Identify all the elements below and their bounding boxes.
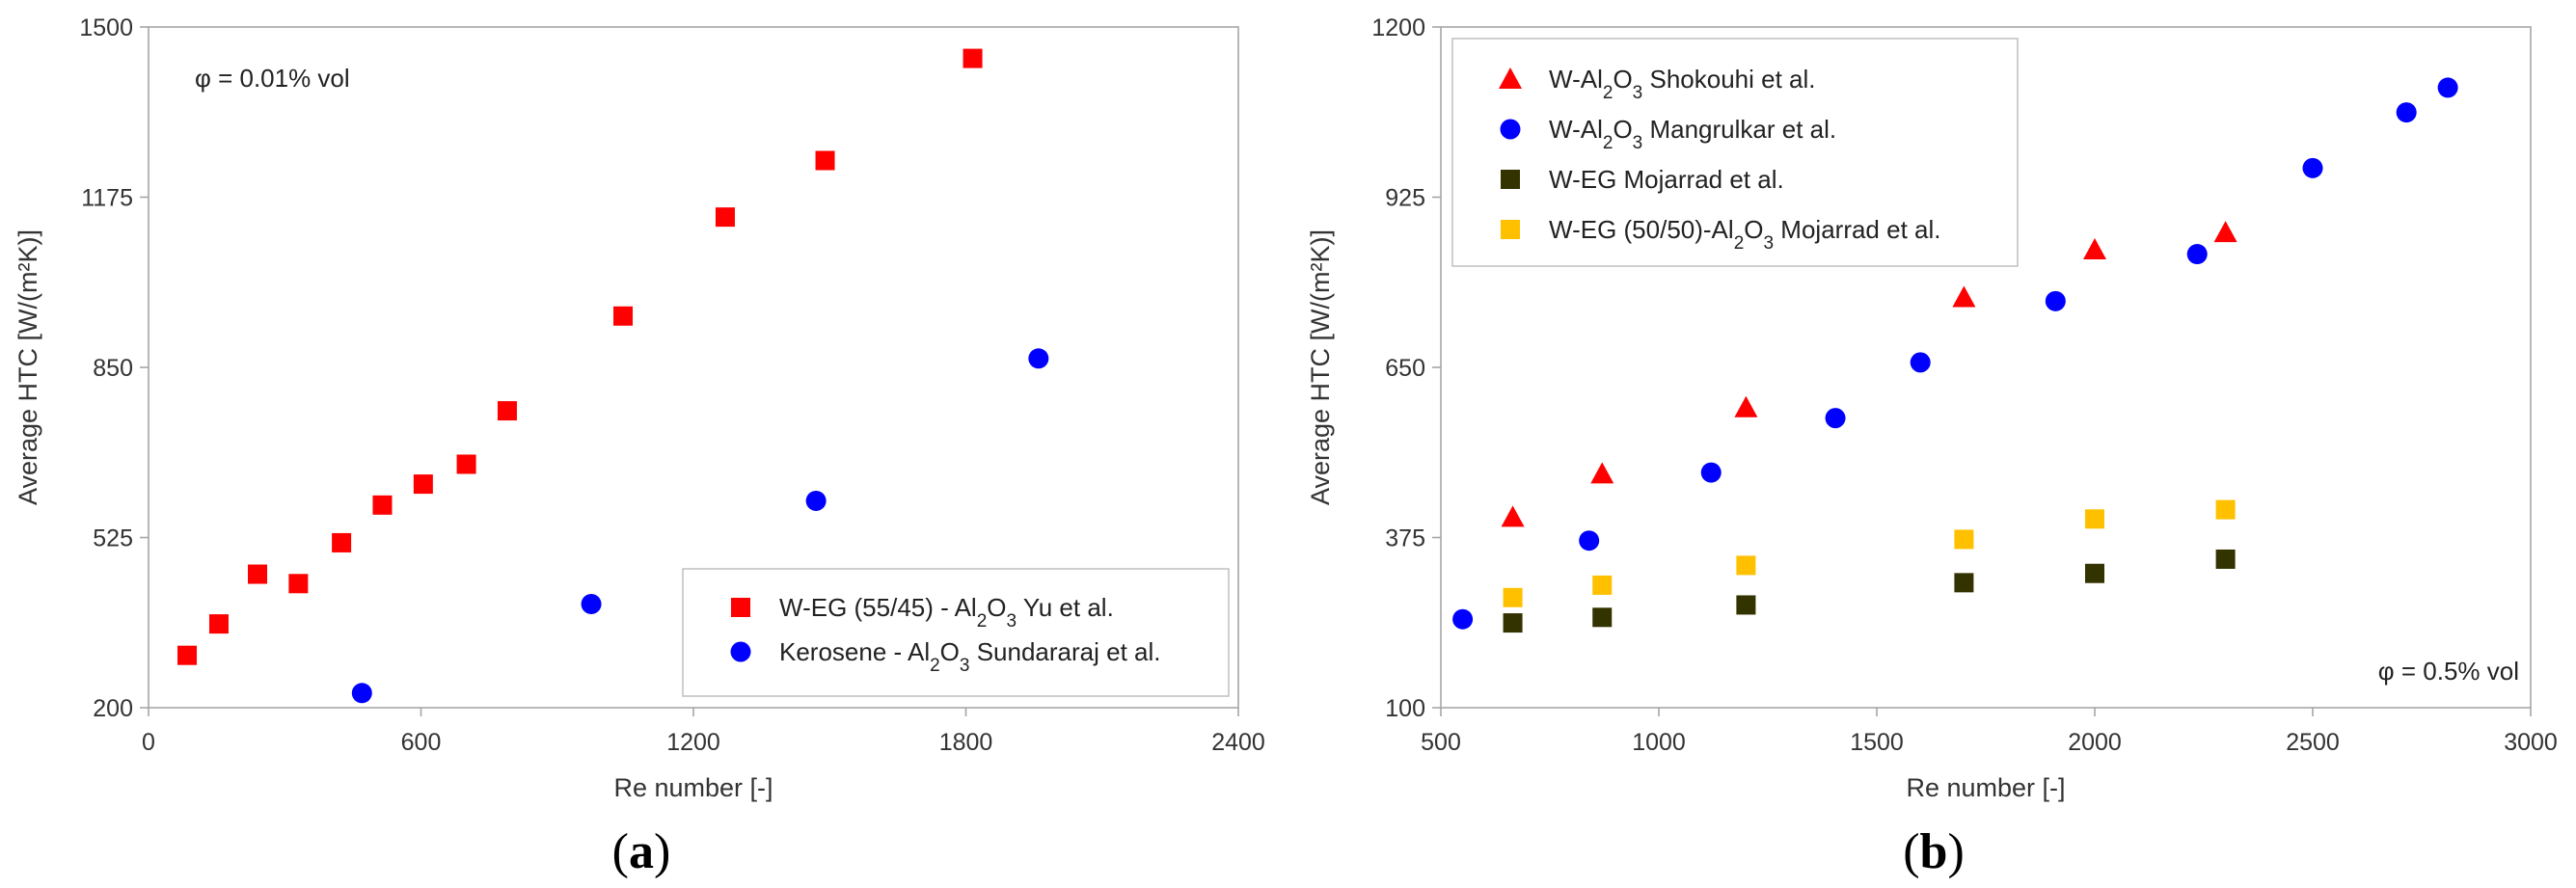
legend-marker — [1501, 220, 1520, 239]
data-point — [1700, 462, 1722, 483]
panel-label: (a) — [612, 824, 671, 879]
legend: W-EG (55/45) - Al2O3 Yu et al. Kerosene -… — [682, 568, 1230, 697]
phi-annotation: φ = 0.01% vol — [195, 64, 350, 93]
y-tick-label: 1500 — [79, 14, 133, 41]
data-point — [963, 48, 983, 68]
x-tick-label: 2500 — [2286, 729, 2340, 756]
phi-annotation: φ = 0.5% vol — [2378, 657, 2519, 686]
legend-box — [682, 568, 1230, 697]
legend-label: W-EG Mojarrad et al. — [1549, 165, 1784, 194]
y-tick-label: 1175 — [81, 185, 133, 212]
data-point — [2302, 157, 2323, 178]
chart-panel-b: 100 375 650 925 1200 500 1000 1500 2000 2500 3000 R… — [1306, 14, 2558, 879]
y-tick-label: 850 — [93, 355, 133, 382]
y-tick-label: 525 — [93, 525, 133, 552]
data-point — [1954, 529, 1974, 550]
data-point — [2215, 499, 2236, 520]
legend-marker — [730, 641, 751, 662]
data-point — [1952, 285, 1976, 308]
data-point — [2085, 563, 2104, 583]
data-point — [2437, 77, 2458, 98]
data-point — [1825, 408, 1846, 429]
series-4 — [1503, 499, 2236, 607]
x-axis-title: Re number [-] — [613, 773, 773, 802]
y-tick-label: 650 — [1385, 355, 1425, 382]
series-1 — [177, 48, 983, 665]
y-tick-label: 100 — [1385, 695, 1425, 722]
data-point — [177, 645, 198, 665]
x-tick-label: 600 — [401, 729, 442, 756]
data-point — [715, 207, 735, 228]
data-point — [1592, 607, 1613, 628]
data-point — [1452, 608, 1474, 630]
data-point — [332, 532, 352, 552]
data-point — [1503, 587, 1523, 607]
data-point — [2045, 290, 2066, 311]
legend-label: W-Al2O3 Shokouhi et al. — [1549, 65, 1815, 103]
legend: W-Al2O3 Shokouhi et al. W-Al2O3 Mangrulka… — [1451, 38, 2019, 267]
data-point — [456, 454, 476, 474]
data-point — [2083, 238, 2106, 260]
data-point — [1028, 348, 1049, 369]
data-point — [248, 564, 267, 584]
y-axis-title: Average HTC [W/(m²K)] — [1306, 229, 1335, 505]
x-axis-title: Re number [-] — [1906, 773, 2065, 802]
legend-marker — [1500, 119, 1521, 140]
legend-marker — [1501, 170, 1520, 189]
chart-panel-a: 200 525 850 1175 1500 0 600 1200 1800 2400 Re numb… — [14, 14, 1265, 879]
legend-label: W-EG (50/50)-Al2O3 Mojarrad et al. — [1549, 215, 1940, 254]
legend-label: W-Al2O3 Mangrulkar et al. — [1549, 115, 1836, 153]
y-axis-title: Average HTC [W/(m²K)] — [14, 229, 42, 505]
data-point — [413, 474, 433, 495]
data-point — [1734, 395, 1758, 417]
legend-box — [1451, 38, 2019, 267]
data-point — [351, 683, 372, 704]
data-point — [1579, 530, 1600, 552]
legend-label: Kerosene - Al2O3 Sundararaj et al. — [779, 637, 1161, 676]
data-point — [805, 490, 827, 511]
x-tick-label: 0 — [142, 729, 155, 756]
data-point — [1503, 613, 1523, 633]
x-tick-label: 2400 — [1211, 729, 1265, 756]
data-point — [208, 614, 229, 634]
data-point — [1590, 462, 1614, 484]
x-tick-label: 1800 — [939, 729, 993, 756]
x-tick-label: 1500 — [1850, 729, 1904, 756]
data-point — [1592, 575, 1613, 595]
y-tick-label: 375 — [1385, 525, 1425, 552]
data-point — [1501, 505, 1525, 527]
panel-label: (b) — [1903, 824, 1965, 879]
data-point — [497, 401, 517, 421]
data-point — [613, 306, 634, 326]
data-point — [2085, 509, 2104, 529]
series-1 — [1501, 221, 2237, 527]
data-point — [288, 574, 309, 594]
data-point — [2186, 244, 2208, 265]
x-tick-label: 3000 — [2504, 729, 2558, 756]
data-point — [581, 593, 602, 614]
legend-marker — [731, 598, 750, 617]
x-tick-label: 1000 — [1632, 729, 1686, 756]
series-3 — [1503, 549, 2236, 633]
y-tick-label: 200 — [93, 695, 133, 722]
y-tick-label: 925 — [1385, 185, 1425, 212]
y-tick-label: 1200 — [1371, 14, 1425, 41]
legend-marker — [1499, 67, 1522, 89]
data-point — [1736, 555, 1756, 576]
legend-label: W-EG (55/45) - Al2O3 Yu et al. — [779, 593, 1114, 632]
x-tick-label: 1200 — [666, 729, 720, 756]
data-point — [372, 495, 393, 515]
data-point — [1954, 573, 1974, 593]
data-point — [2396, 102, 2417, 123]
x-tick-label: 500 — [1421, 729, 1461, 756]
data-point — [2213, 221, 2237, 243]
series-2 — [351, 348, 1049, 704]
data-point — [815, 150, 835, 171]
series-2 — [1452, 77, 2458, 630]
x-tick-label: 2000 — [2068, 729, 2122, 756]
data-point — [1910, 352, 1931, 373]
data-point — [1736, 595, 1756, 615]
data-point — [2215, 549, 2236, 569]
